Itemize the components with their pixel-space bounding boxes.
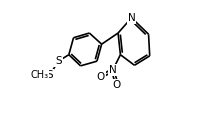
Text: CH₃: CH₃ [31,70,49,80]
Text: O: O [96,72,105,82]
Text: N: N [109,65,117,75]
Text: S: S [55,56,62,66]
Text: O: O [113,80,121,90]
Text: N: N [128,13,135,23]
Text: S: S [47,70,53,80]
